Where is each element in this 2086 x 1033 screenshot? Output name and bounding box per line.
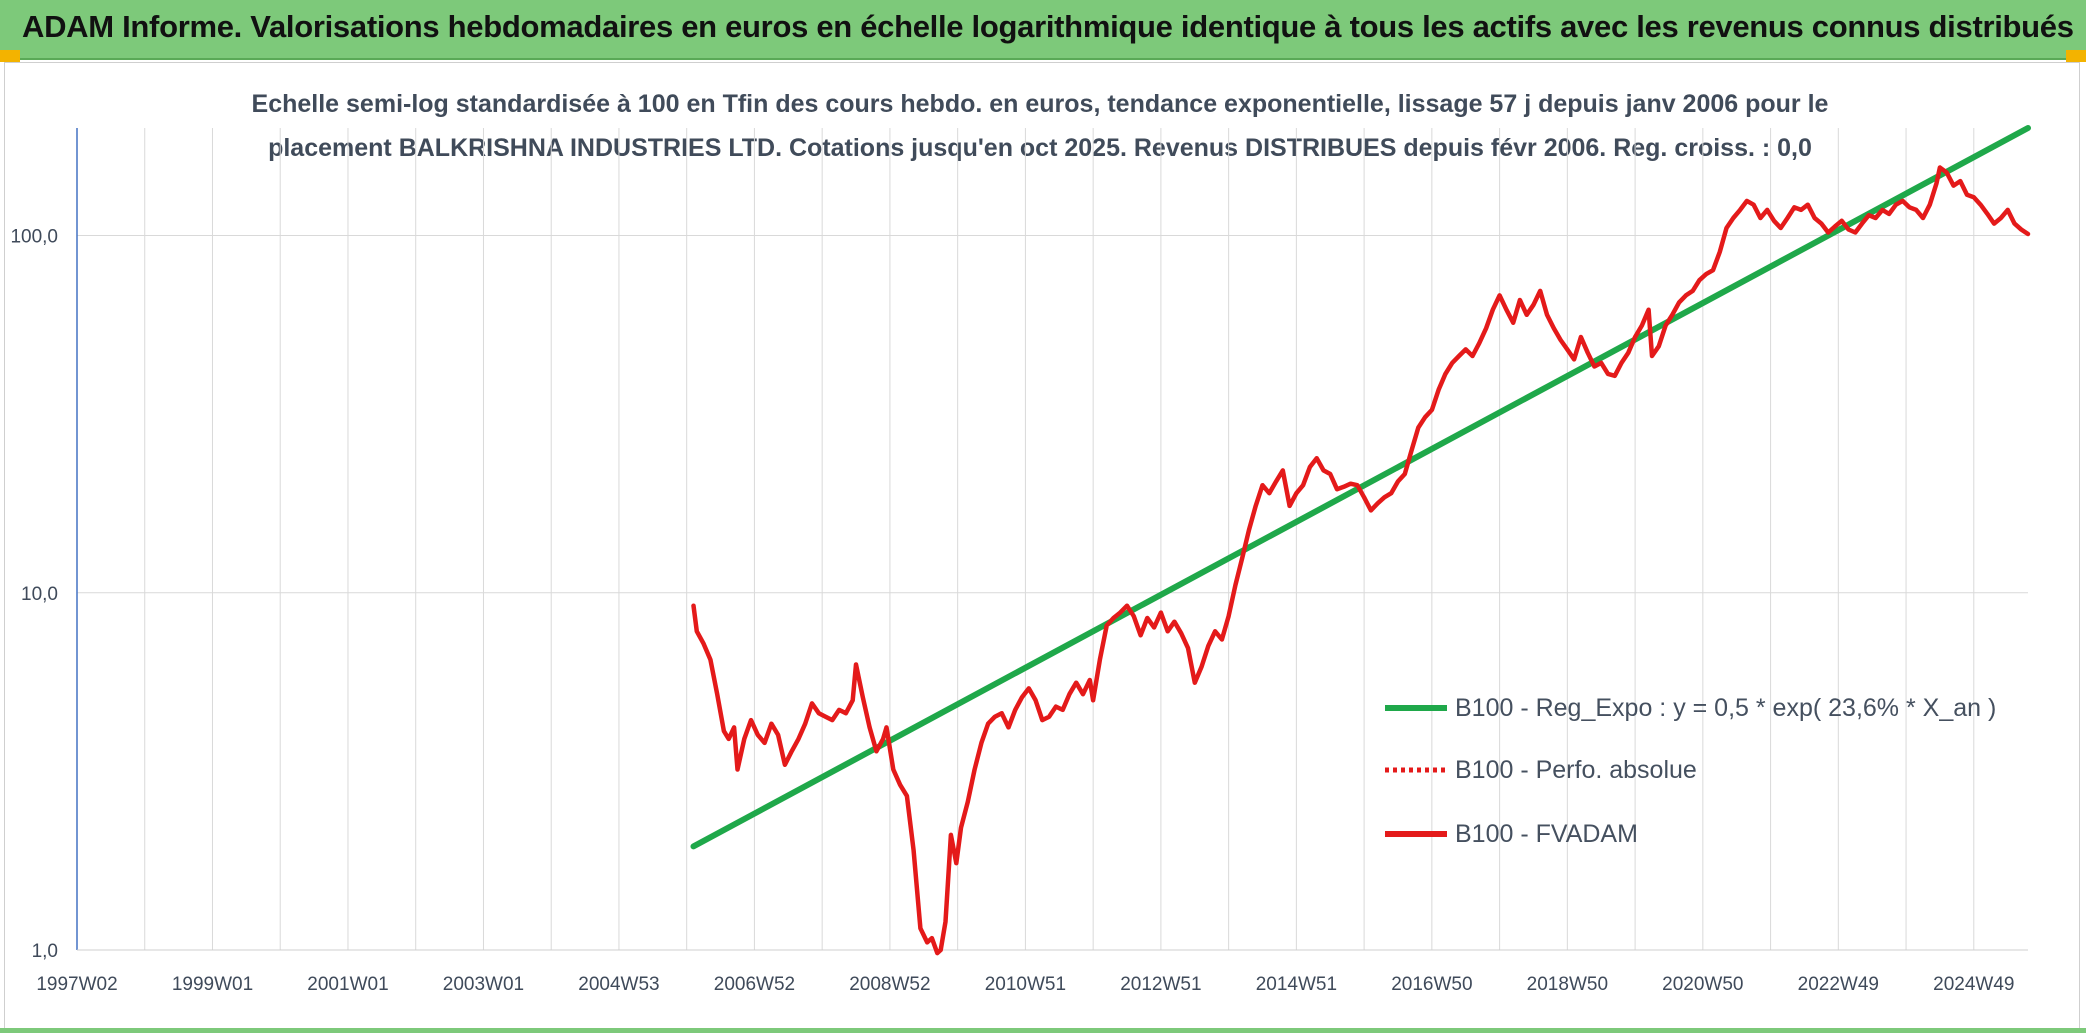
legend-swatch-reg-expo <box>1385 705 1447 711</box>
x-tick-label: 2022W49 <box>1798 974 1879 995</box>
y-tick-label: 1,0 <box>32 941 58 962</box>
legend-label-perfo-absolue: B100 - Perfo. absolue <box>1455 755 1697 784</box>
x-tick-label: 2024W49 <box>1933 974 2014 995</box>
series-line-fvadam <box>691 165 2031 956</box>
corner-marker-top-right <box>2066 50 2086 62</box>
x-tick-label: 2014W51 <box>1256 974 1337 995</box>
legend-swatch-fvadam <box>1385 831 1447 837</box>
x-tick-label: 2010W51 <box>985 974 1066 995</box>
y-tick-label: 100,0 <box>10 227 58 248</box>
x-tick-label: 2016W50 <box>1391 974 1472 995</box>
x-tick-label: 2001W01 <box>307 974 388 995</box>
x-tick-label: 1997W02 <box>36 974 117 995</box>
report-title: ADAM Informe. Valorisations hebdomadaire… <box>22 9 2074 44</box>
legend-item-reg-expo: B100 - Reg_Expo : y = 0,5 * exp( 23,6% *… <box>1385 688 1996 728</box>
axes <box>76 128 2028 951</box>
series-lines <box>690 125 2031 956</box>
chart-title-line2: placement BALKRISHNA INDUSTRIES LTD. Cot… <box>268 134 1812 162</box>
x-tick-label: 2004W53 <box>578 974 659 995</box>
x-tick-label: 2003W01 <box>443 974 524 995</box>
x-tick-label: 2008W52 <box>849 974 930 995</box>
legend-label-reg-expo: B100 - Reg_Expo : y = 0,5 * exp( 23,6% *… <box>1455 693 1997 722</box>
x-tick-label: 1999W01 <box>172 974 253 995</box>
bottom-border <box>0 1028 2086 1033</box>
x-tick-label: 2020W50 <box>1662 974 1743 995</box>
legend-swatch-perfo-absolue <box>1385 767 1447 773</box>
grid-lines <box>76 128 2028 951</box>
tick-labels: 1,0 10,0 100,0 1997W02 1999W01 2001W01 2003W01… <box>10 227 2014 995</box>
corner-marker-top-left <box>0 50 20 62</box>
y-tick-label: 10,0 <box>21 584 58 605</box>
chart-title-line1: Echelle semi-log standardisée à 100 en T… <box>251 90 1829 118</box>
x-tick-label: 2006W52 <box>714 974 795 995</box>
title-banner: ADAM Informe. Valorisations hebdomadaire… <box>0 0 2086 60</box>
x-tick-label: 2012W51 <box>1120 974 1201 995</box>
x-tick-label: 2018W50 <box>1527 974 1608 995</box>
legend-label-fvadam: B100 - FVADAM <box>1455 819 1638 848</box>
legend-item-fvadam: B100 - FVADAM <box>1385 814 1638 854</box>
legend-item-perfo-absolue: B100 - Perfo. absolue <box>1385 750 1697 790</box>
